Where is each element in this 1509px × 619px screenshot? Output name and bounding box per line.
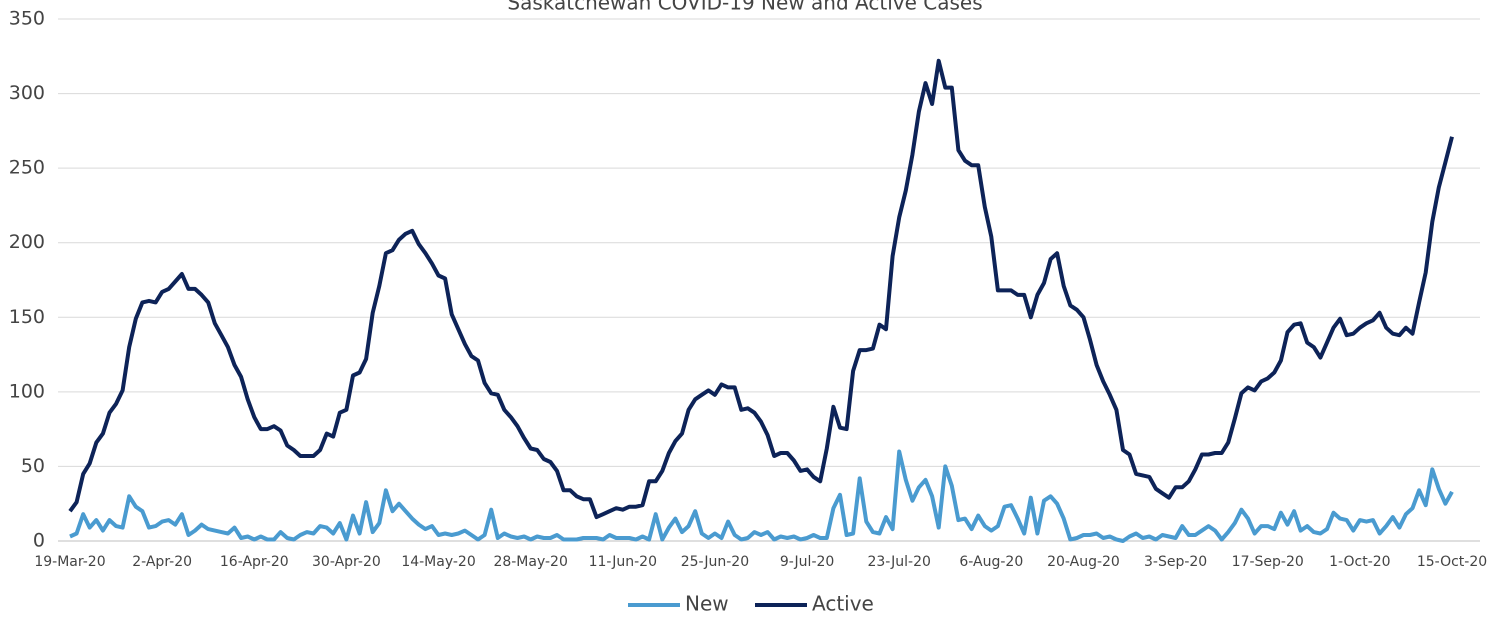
x-tick-label: 20-Aug-20 xyxy=(1047,554,1120,570)
x-tick-label: 9-Jul-20 xyxy=(780,554,835,570)
x-tick-label: 30-Apr-20 xyxy=(312,554,381,570)
y-tick-label: 350 xyxy=(9,8,45,30)
x-tick-label: 16-Apr-20 xyxy=(220,554,289,570)
legend-label: New xyxy=(685,592,729,616)
x-tick-label: 11-Jun-20 xyxy=(589,554,657,570)
x-tick-label: 6-Aug-20 xyxy=(959,554,1023,570)
y-tick-label: 150 xyxy=(9,306,45,328)
x-tick-label: 19-Mar-20 xyxy=(34,554,105,570)
y-tick-label: 300 xyxy=(9,82,45,104)
legend-label: Active xyxy=(812,592,874,616)
chart-title: Saskatchewan COVID-19 New and Active Cas… xyxy=(507,0,982,15)
y-tick-label: 0 xyxy=(33,530,45,552)
x-tick-label: 25-Jun-20 xyxy=(681,554,749,570)
x-tick-label: 17-Sep-20 xyxy=(1232,554,1304,570)
x-tick-label: 3-Sep-20 xyxy=(1144,554,1207,570)
x-tick-label: 15-Oct-20 xyxy=(1417,554,1487,570)
x-tick-label: 1-Oct-20 xyxy=(1329,554,1390,570)
x-tick-label: 14-May-20 xyxy=(401,554,475,570)
y-tick-label: 50 xyxy=(21,455,45,477)
y-tick-label: 100 xyxy=(9,380,45,402)
y-tick-label: 250 xyxy=(9,157,45,179)
x-tick-label: 2-Apr-20 xyxy=(132,554,192,570)
y-tick-label: 200 xyxy=(9,231,45,253)
series-line xyxy=(68,58,1454,520)
x-tick-label: 28-May-20 xyxy=(493,554,567,570)
x-tick-label: 23-Jul-20 xyxy=(867,554,930,570)
series-line xyxy=(69,449,1454,543)
